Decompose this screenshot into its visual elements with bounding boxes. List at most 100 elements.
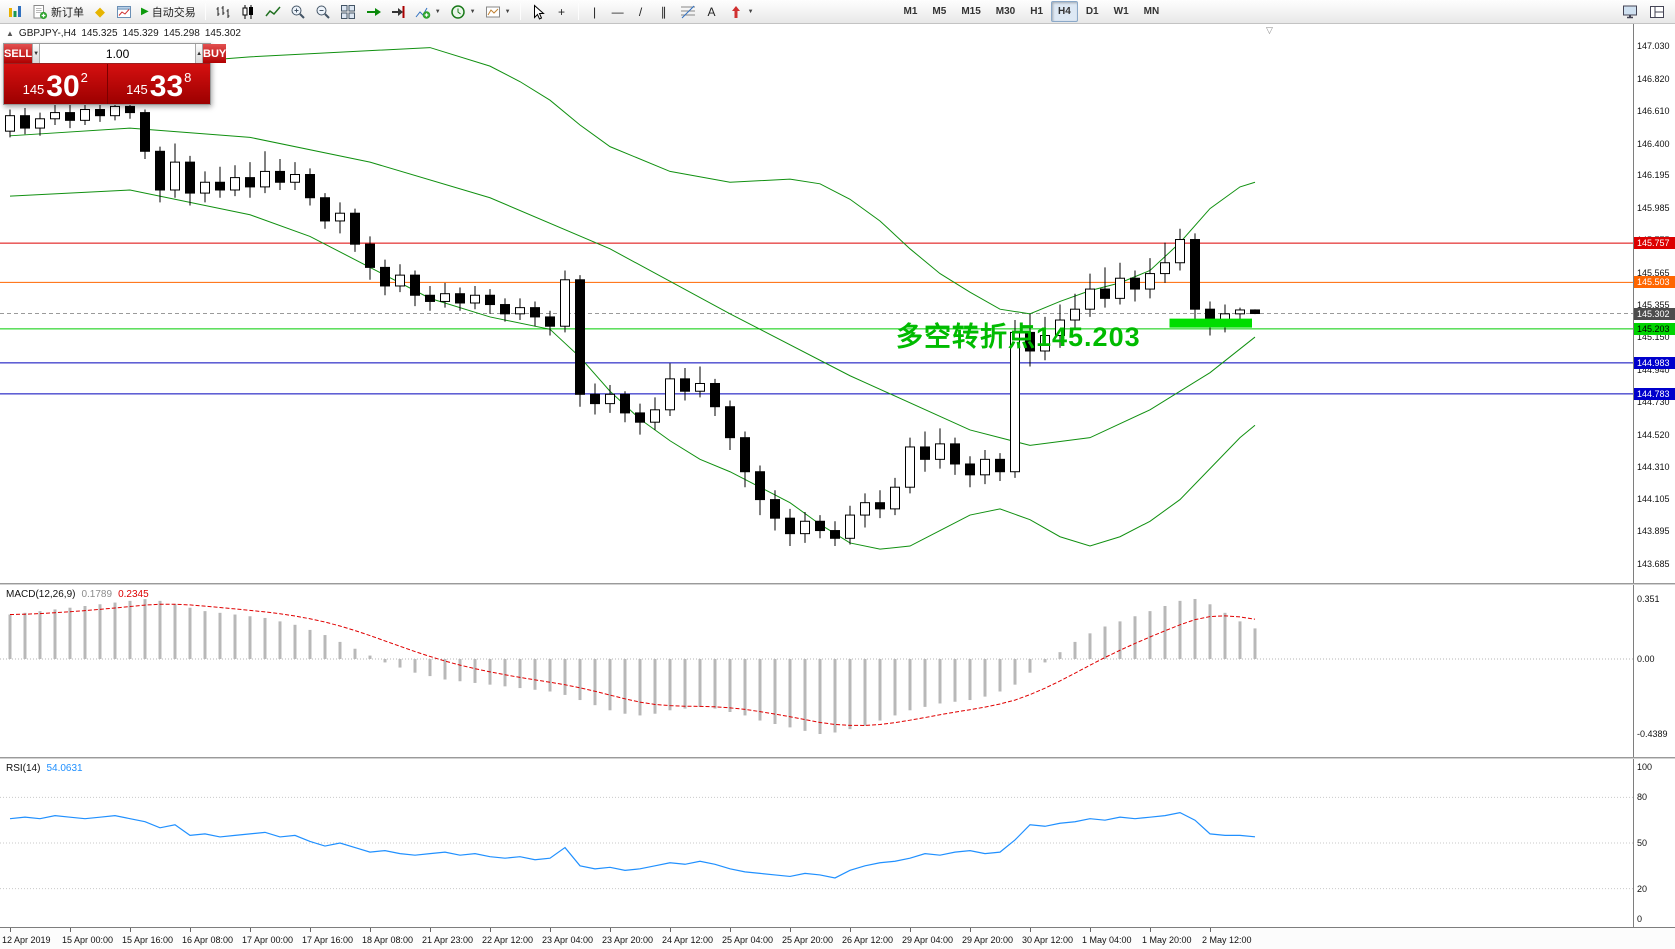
annotation-text[interactable]: 多空转折点145.203 <box>896 322 1141 352</box>
price-axis-label: 143.685 <box>1637 558 1670 569</box>
price-axis-label: 147.030 <box>1637 41 1670 52</box>
timeframe-d1-button[interactable]: D1 <box>1085 6 1099 17</box>
sell-price-panel[interactable]: 145 30 2 <box>4 64 107 104</box>
clock-icon <box>450 4 465 19</box>
zoom-in-button[interactable] <box>286 1 310 22</box>
time-axis[interactable]: 12 Apr 2019 15 Apr 00:00 15 Apr 16:00 16 Ap… <box>0 927 1675 949</box>
time-axis-tick <box>910 928 911 932</box>
candlestick-chart[interactable] <box>0 24 1633 583</box>
oct-toggle-icon[interactable]: ▲ <box>6 29 14 38</box>
horizontal-lines-group[interactable] <box>0 242 1633 395</box>
time-axis-label: 26 Apr 12:00 <box>842 935 894 945</box>
rsi-axis-label: 100 <box>1637 762 1653 772</box>
macd-label-bar: MACD(12,26,9) 0.1789 0.2345 <box>6 589 149 600</box>
rsi-axis-label: 50 <box>1637 838 1648 848</box>
timeframe-h4-button[interactable]: H4 <box>1051 1 1078 22</box>
arrow-marker-icon <box>731 5 740 18</box>
text-tool-button[interactable]: A <box>701 1 723 22</box>
zoom-out-button[interactable] <box>311 1 335 22</box>
rsi-plot-area[interactable] <box>0 759 1633 927</box>
metaeditor-button[interactable]: ◆ <box>89 1 111 22</box>
price-axis-label: 144.730 <box>1637 397 1670 408</box>
price-axis-label: 146.820 <box>1637 73 1670 84</box>
time-axis-tick <box>430 928 431 932</box>
time-axis-tick <box>1210 928 1211 932</box>
vertical-line-tool-button[interactable]: | <box>584 1 606 22</box>
channel-tool-button[interactable]: ∥ <box>653 1 675 22</box>
charts-app-icon <box>9 5 21 17</box>
periods-button[interactable]: ▼ <box>446 1 480 22</box>
volume-input[interactable] <box>40 44 196 63</box>
line-chart-mode-button[interactable] <box>261 1 285 22</box>
candle-chart-mode-button[interactable] <box>236 1 260 22</box>
rsi-name-label: RSI(14) <box>6 763 41 774</box>
macd-main-value: 0.1789 <box>81 589 113 600</box>
panel-resize-divider[interactable] <box>0 757 1675 759</box>
macd-name-label: MACD(12,26,9) <box>6 589 76 600</box>
vertical-line-icon: | <box>593 4 597 19</box>
monitor-button[interactable] <box>1618 1 1642 22</box>
rsi-chart[interactable] <box>0 759 1633 927</box>
tile-windows-button[interactable] <box>336 1 360 22</box>
price-axis[interactable]: 147.030 146.820 146.610 146.400 146.195 145.9… <box>1633 24 1675 583</box>
time-axis-label: 25 Apr 20:00 <box>782 935 834 945</box>
fibonacci-tool-button[interactable] <box>676 1 700 22</box>
new-chart-button[interactable] <box>112 1 136 22</box>
volume-down-button[interactable]: ▼ <box>32 44 41 63</box>
time-axis-label: 25 Apr 04:00 <box>722 935 774 945</box>
chart-shift-button[interactable] <box>386 1 410 22</box>
horizontal-line-tool-button[interactable]: — <box>607 1 629 22</box>
chart-shift-marker-icon[interactable]: ▽ <box>1266 25 1273 35</box>
timeframe-w1-button[interactable]: W1 <box>1113 6 1129 17</box>
sell-button[interactable]: SELL <box>4 44 33 63</box>
layout-button[interactable] <box>1645 1 1669 22</box>
macd-panel: 0.351 0.00 -0.4389 MACD(12,26,9) 0.1789 0.… <box>0 585 1675 757</box>
price-axis-label: 146.400 <box>1637 138 1670 149</box>
time-axis-tick <box>250 928 251 932</box>
charts-app-button[interactable] <box>3 1 27 22</box>
buy-button[interactable]: BUY <box>203 44 227 63</box>
macd-axis[interactable]: 0.351 0.00 -0.4389 <box>1633 585 1675 757</box>
indicators-button[interactable]: ▼ <box>411 1 445 22</box>
price-plot-area[interactable]: ▽ 多空转折点145.203 <box>0 24 1633 583</box>
buy-price-panel[interactable]: 145 33 8 <box>106 64 210 104</box>
time-axis-label: 23 Apr 20:00 <box>602 935 654 945</box>
bar-chart-icon <box>216 5 230 18</box>
timeframe-m30-button[interactable]: M30 <box>995 6 1016 17</box>
timeframe-mn-button[interactable]: MN <box>1143 6 1160 17</box>
cursor-tool-button[interactable] <box>526 1 550 22</box>
autotrading-label: 自动交易 <box>151 6 196 19</box>
time-axis-tick <box>190 928 191 932</box>
arrows-tool-button[interactable]: ▼ <box>724 1 758 22</box>
panel-resize-divider[interactable] <box>0 583 1675 585</box>
price-axis-label: 146.195 <box>1637 170 1670 181</box>
macd-plot-area[interactable] <box>0 585 1633 757</box>
crosshair-tool-button[interactable]: + <box>551 1 573 22</box>
timeframe-m15-button[interactable]: M15 <box>961 6 981 17</box>
rsi-panel: 100 80 50 20 0 RSI(14) 54.0631 <box>0 759 1675 927</box>
time-axis-label: 24 Apr 12:00 <box>662 935 714 945</box>
bar-chart-mode-button[interactable] <box>211 1 235 22</box>
zoom-in-icon <box>291 5 305 19</box>
volume-up-button[interactable]: ▲ <box>195 44 204 63</box>
trendline-tool-button[interactable]: / <box>630 1 652 22</box>
new-order-button[interactable]: 新订单 <box>28 1 88 22</box>
timeframe-h1-button[interactable]: H1 <box>1030 6 1044 17</box>
macd-signal-value: 0.2345 <box>118 589 149 600</box>
timeframe-m5-button[interactable]: M5 <box>932 6 947 17</box>
time-axis-label: 29 Apr 20:00 <box>962 935 1014 945</box>
autotrading-button[interactable]: ▶ 自动交易 <box>137 1 200 22</box>
candles-group[interactable] <box>5 89 1260 547</box>
time-axis-label: 15 Apr 00:00 <box>62 935 114 945</box>
rsi-axis[interactable]: 100 80 50 20 0 <box>1633 759 1675 927</box>
price-axis-label: 144.105 <box>1637 493 1670 504</box>
macd-chart[interactable] <box>0 585 1633 757</box>
templates-button[interactable]: ▼ <box>481 1 515 22</box>
timeframe-m1-button[interactable]: M1 <box>903 6 918 17</box>
rsi-axis-label: 0 <box>1637 914 1643 924</box>
sell-price-prefix: 145 <box>22 82 45 97</box>
templates-caret-icon: ▼ <box>504 8 511 15</box>
auto-scroll-button[interactable] <box>361 1 385 22</box>
time-axis-label: 22 Apr 12:00 <box>482 935 534 945</box>
